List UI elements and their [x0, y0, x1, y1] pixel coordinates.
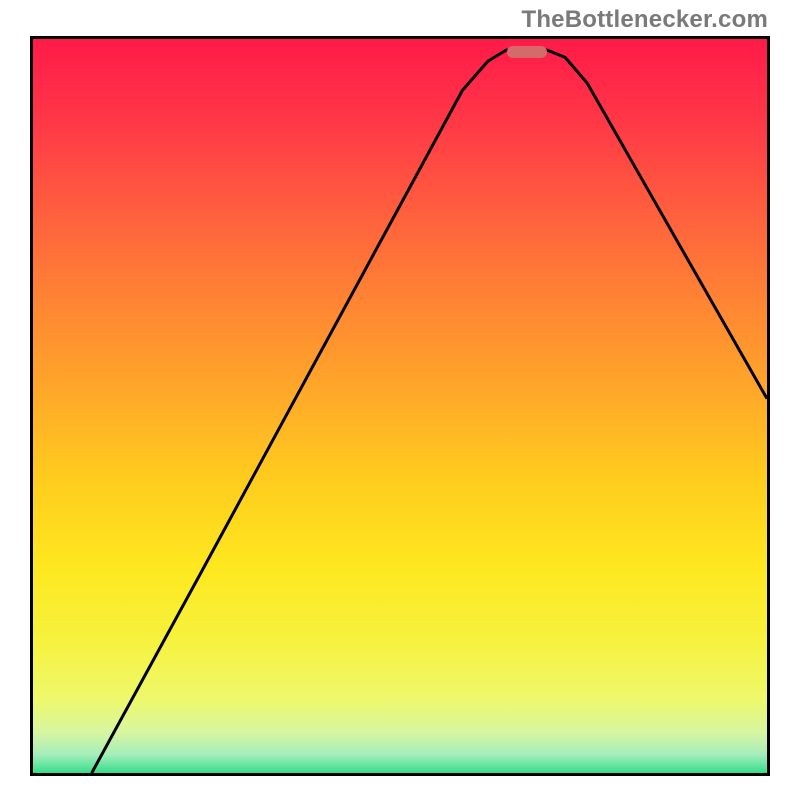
- bottleneck-curve: [33, 39, 767, 773]
- chart-plot-area: [30, 36, 770, 776]
- optimum-marker: [507, 46, 547, 58]
- watermark-text: TheBottlenecker.com: [521, 6, 768, 34]
